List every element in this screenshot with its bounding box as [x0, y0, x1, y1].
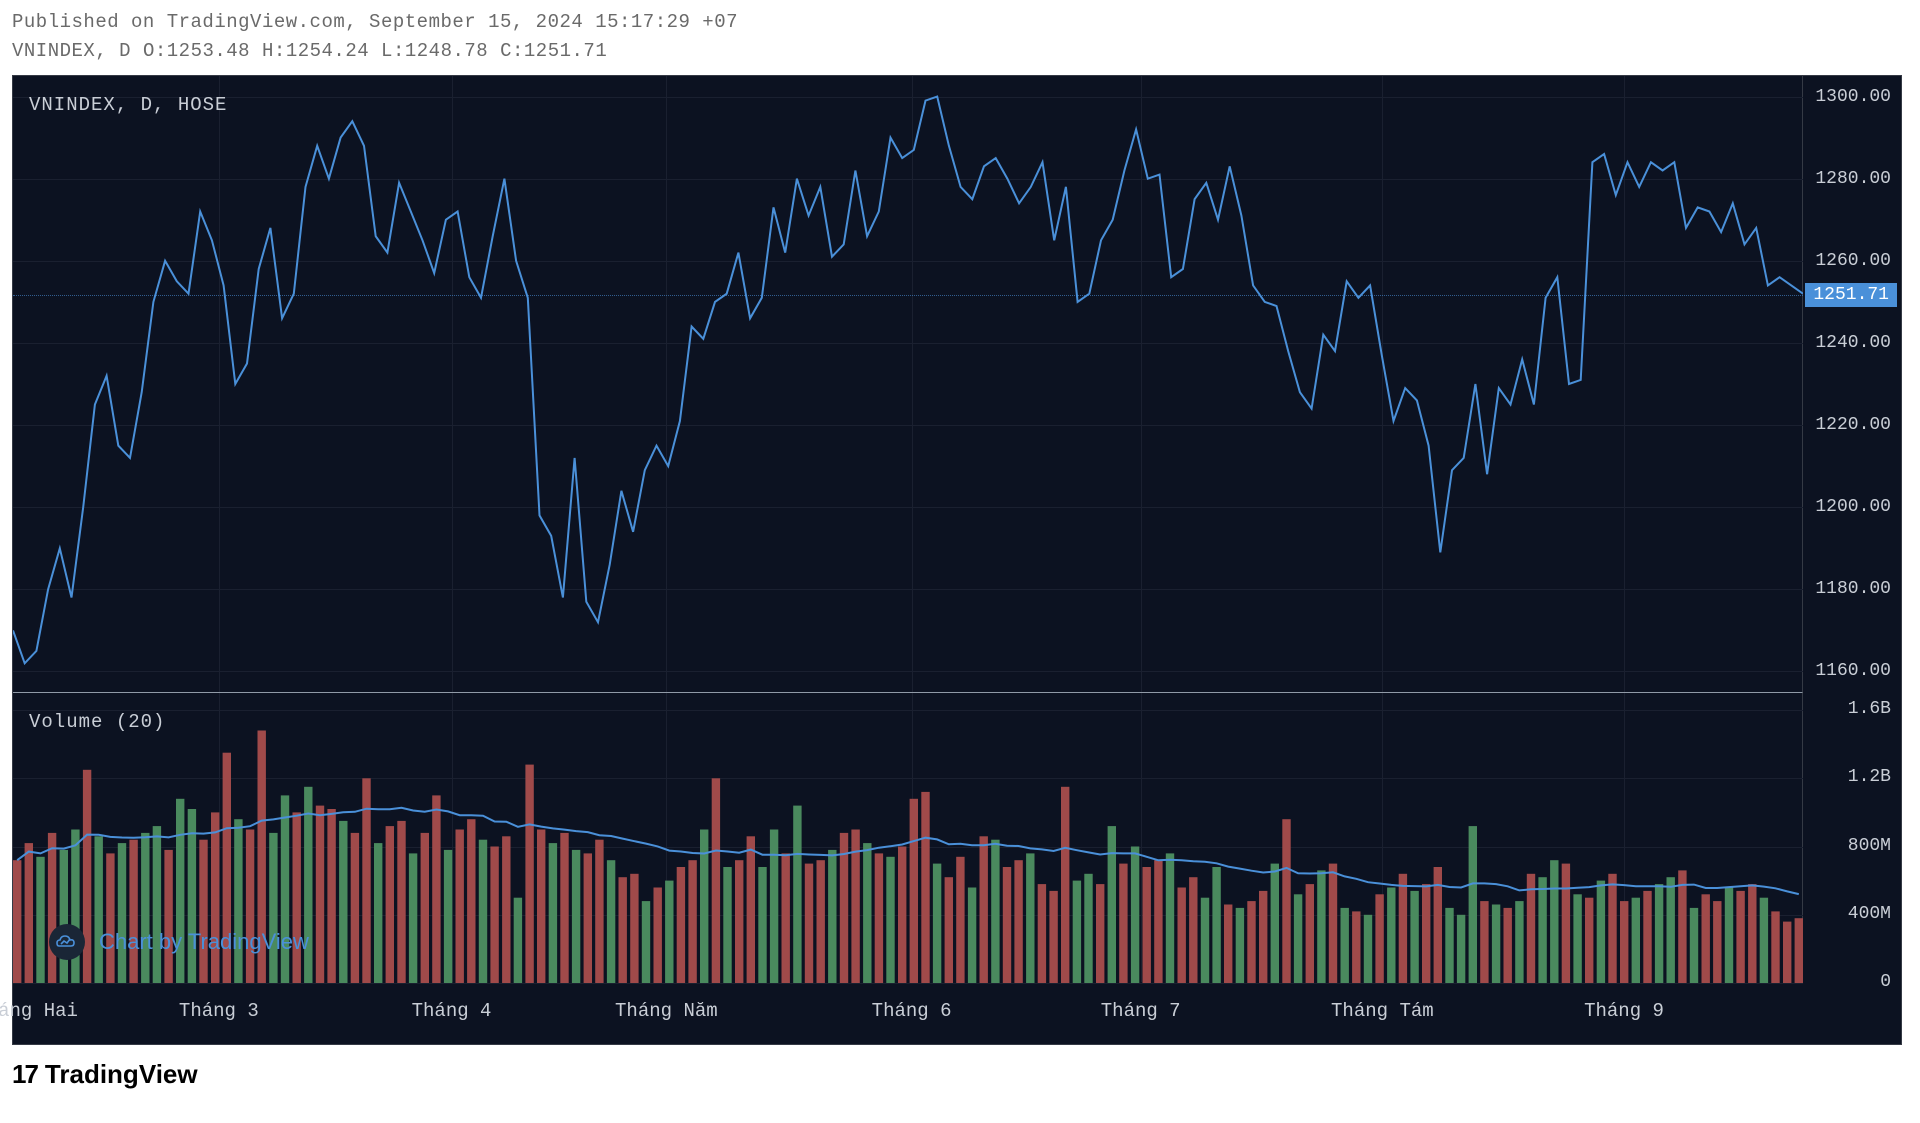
y-axis: 1160.00 1180.00 1200.00 1220.00 1240.00 1260.… [1801, 76, 1901, 982]
x-tick-label: Tháng 4 [412, 1000, 492, 1022]
x-tick-label: áng Hai [0, 1000, 78, 1022]
y-tick-label: 1240.00 [1815, 333, 1891, 353]
x-tick-label: Tháng Tám [1331, 1000, 1434, 1022]
x-axis: áng HaiTháng 3Tháng 4Tháng NămTháng 6Thá… [13, 982, 1803, 1046]
price-line-svg [13, 76, 1803, 692]
x-tick-label: Tháng 3 [179, 1000, 259, 1022]
last-price-badge: 1251.71 [1805, 283, 1897, 307]
x-tick-label: Tháng 9 [1584, 1000, 1664, 1022]
x-tick-label: Tháng 7 [1101, 1000, 1181, 1022]
x-tick-label: Tháng Năm [615, 1000, 718, 1022]
footer-logo-text: TradingView [45, 1059, 198, 1090]
ohlc-line: VNINDEX, D O:1253.48 H:1254.24 L:1248.78… [12, 37, 1908, 66]
y-tick-label: 1200.00 [1815, 497, 1891, 517]
y-tick-label: 1260.00 [1815, 251, 1891, 271]
symbol: VNINDEX [12, 40, 95, 62]
ohlc-low: 1248.78 [405, 40, 488, 62]
ohlc-high: 1254.24 [286, 40, 369, 62]
chart-container[interactable]: VNINDEX, D, HOSE Volume (20) Chart by Tr… [12, 75, 1902, 1045]
price-panel-label: VNINDEX, D, HOSE [29, 94, 227, 116]
publish-info: Published on TradingView.com, September … [12, 8, 1908, 37]
y-tick-label: 1220.00 [1815, 415, 1891, 435]
ohlc-open: 1253.48 [167, 40, 250, 62]
y-tick-label: 400M [1848, 904, 1891, 924]
volume-label: Volume (20) [29, 711, 165, 733]
ohlc-close: 1251.71 [524, 40, 607, 62]
cloud-chart-icon [49, 924, 85, 960]
y-tick-label: 1180.00 [1815, 579, 1891, 599]
volume-panel[interactable]: Volume (20) Chart by TradingView [13, 692, 1803, 982]
tradingview-watermark[interactable]: Chart by TradingView [49, 924, 309, 960]
y-tick-label: 1300.00 [1815, 87, 1891, 107]
y-tick-label: 0 [1880, 972, 1891, 992]
y-tick-label: 1.2B [1848, 767, 1891, 787]
y-tick-label: 1160.00 [1815, 661, 1891, 681]
watermark-text: Chart by TradingView [99, 929, 309, 955]
price-panel[interactable]: VNINDEX, D, HOSE [13, 76, 1803, 692]
y-tick-label: 800M [1848, 836, 1891, 856]
x-tick-label: Tháng 6 [872, 1000, 952, 1022]
y-tick-label: 1.6B [1848, 699, 1891, 719]
footer-logo[interactable]: 17 TradingView [12, 1059, 1908, 1090]
y-tick-label: 1280.00 [1815, 169, 1891, 189]
tradingview-logo-icon: 17 [12, 1059, 37, 1090]
timeframe: D [119, 40, 131, 62]
